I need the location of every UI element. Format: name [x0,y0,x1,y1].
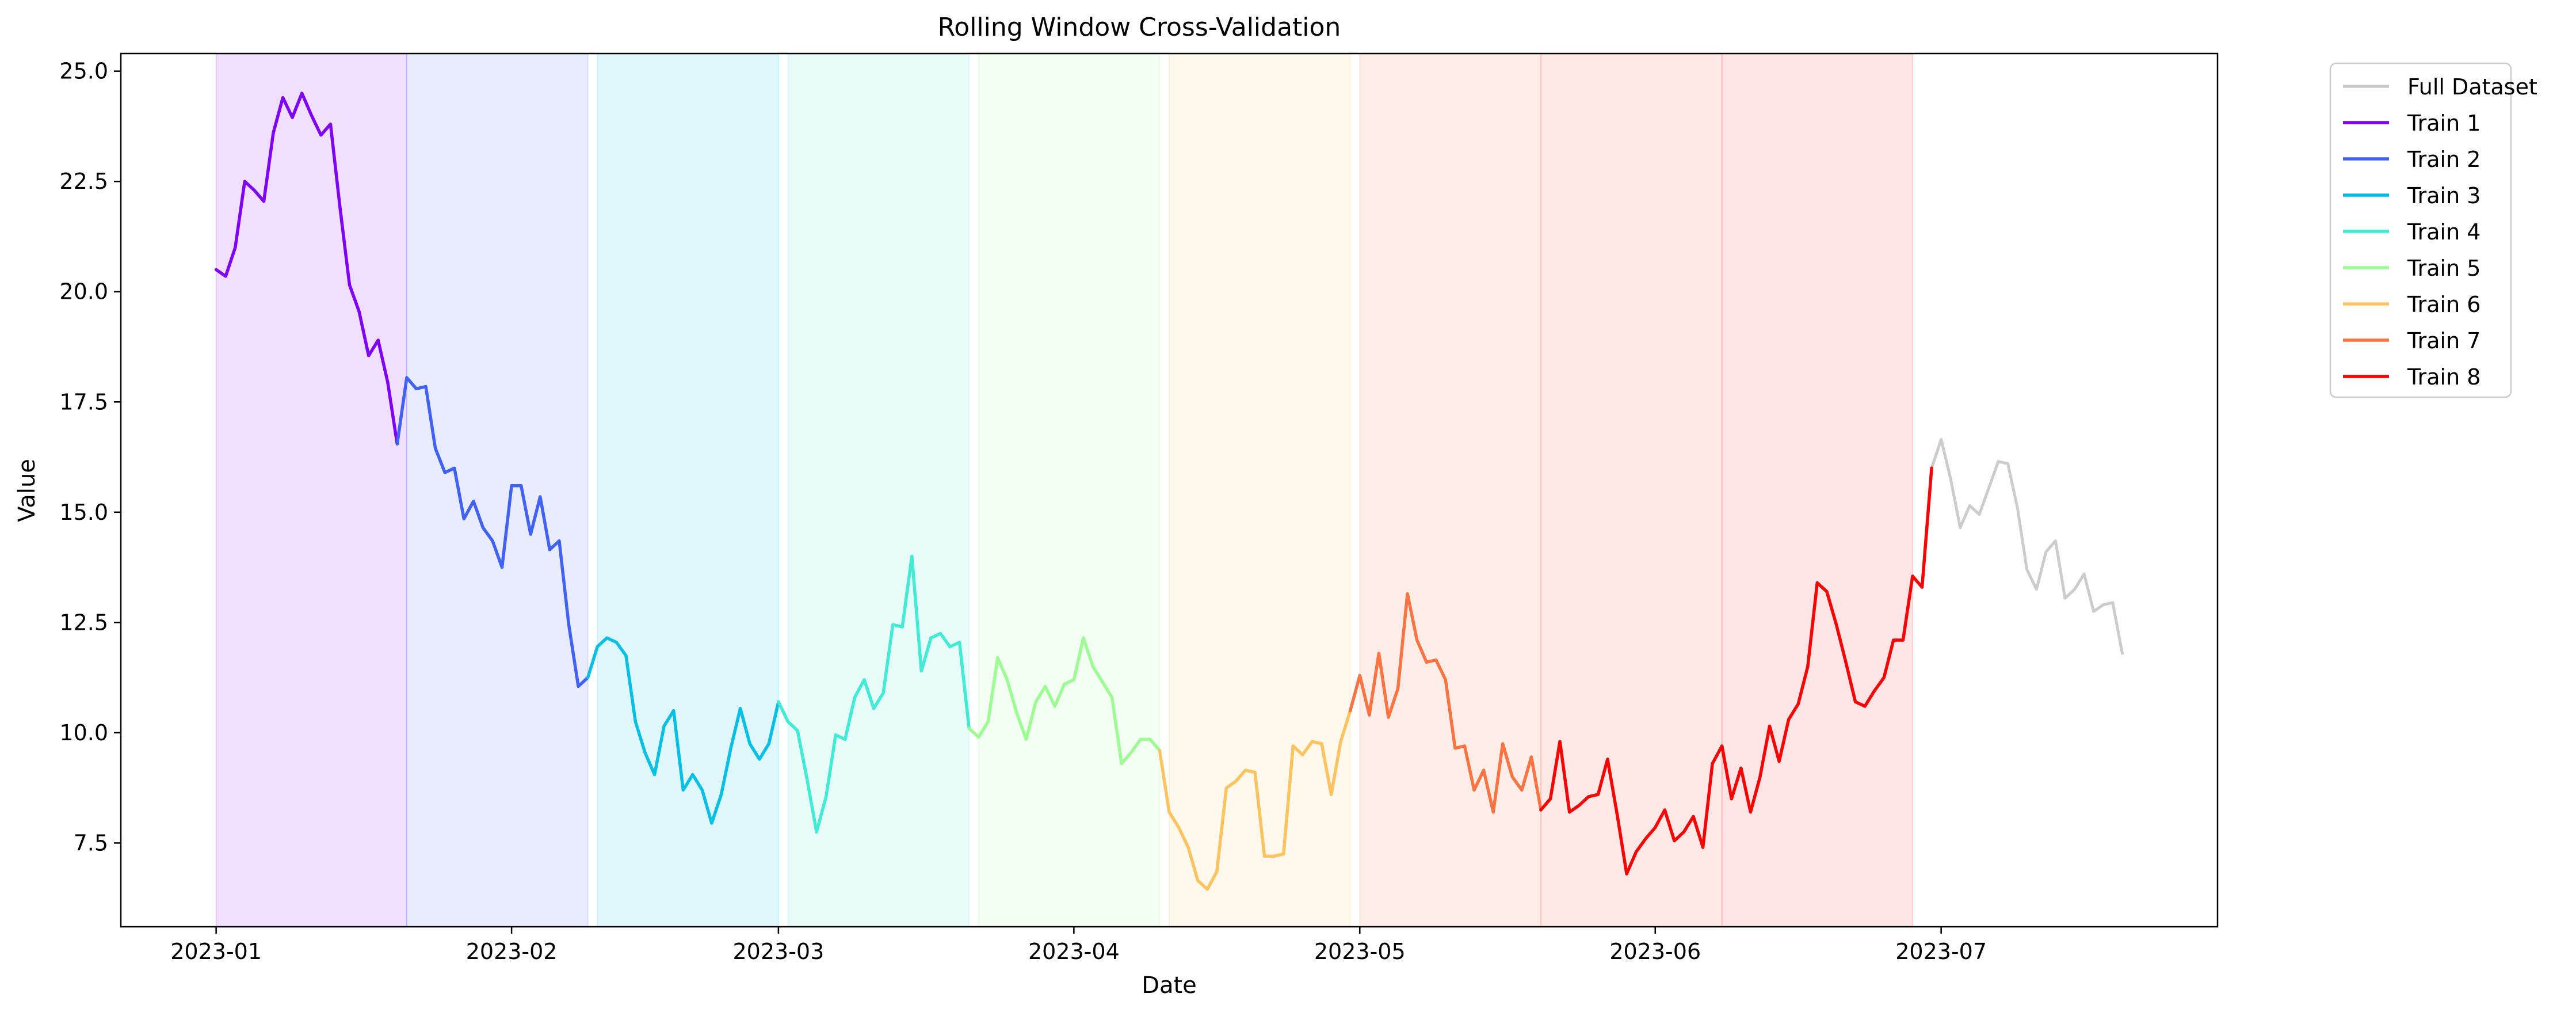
legend-frame [2329,62,2512,398]
y-axis-ticks: 7.5 10.0 12.5 15.0 17.5 20.0 22.5 25.0 [59,59,121,855]
series-line-train-8 [1539,466,1933,876]
series-lines [214,92,2124,891]
y-tick-label: 20.0 [59,279,108,305]
legend-label-full-dataset: Full Dataset [2407,74,2537,100]
legend-label-train-4: Train 4 [2407,219,2480,245]
y-tick-label: 12.5 [59,610,108,635]
cv-window-4 [787,53,970,927]
legend-entries: Full Dataset Train 1 Train 2 Train 3 Train 4… [2343,74,2537,390]
cv-window-7 [1359,53,1541,927]
legend-label-train-6: Train 6 [2407,292,2480,317]
series-line-train-1 [214,92,399,446]
x-axis-ticks: 2023-01 2023-02 2023-03 2023-04 2023-05 2023-… [170,927,1987,964]
legend-label-train-5: Train 5 [2407,256,2480,281]
series-line-train-2 [395,376,590,688]
legend-label-train-7: Train 7 [2407,328,2480,353]
series-line-train-6 [1158,709,1352,891]
cv-window-2 [406,53,589,927]
y-tick-label: 15.0 [59,500,108,525]
x-tick-label: 2023-07 [1895,939,1987,964]
cv-window-3 [597,53,779,927]
x-tick-label: 2023-01 [170,939,262,964]
y-tick-label: 25.0 [59,59,108,84]
x-axis-label: Date [1142,972,1197,999]
x-tick-label: 2023-05 [1314,939,1406,964]
cv-window-8 [1540,53,1723,927]
legend-label-train-1: Train 1 [2407,111,2480,136]
series-line-train-3 [586,636,780,825]
legend-label-train-8: Train 8 [2407,364,2480,390]
series-line-train-7 [1348,592,1543,814]
x-tick-label: 2023-02 [466,939,558,964]
y-axis-label: Value [14,459,40,522]
y-tick-label: 10.0 [59,720,108,745]
series-line-train-5 [967,636,1162,766]
cv-window-5 [978,53,1161,927]
plot-frame [120,52,2219,928]
legend-label-train-3: Train 3 [2407,183,2480,208]
cv-window-9 [1721,53,1913,927]
legend: Full Dataset Train 1 Train 2 Train 3 Train 4… [2329,62,2537,398]
cv-windows [215,53,1913,927]
cv-window-1 [215,53,407,927]
series-line-train-4 [777,554,971,834]
y-tick-label: 17.5 [59,389,108,414]
chart-title: Rolling Window Cross-Validation [938,13,1341,42]
legend-label-train-2: Train 2 [2407,147,2480,172]
x-tick-label: 2023-03 [733,939,825,964]
x-tick-label: 2023-04 [1028,939,1120,964]
y-tick-label: 7.5 [74,830,108,855]
y-tick-label: 22.5 [59,169,108,194]
cv-window-6 [1169,53,1351,927]
x-tick-label: 2023-06 [1609,939,1701,964]
